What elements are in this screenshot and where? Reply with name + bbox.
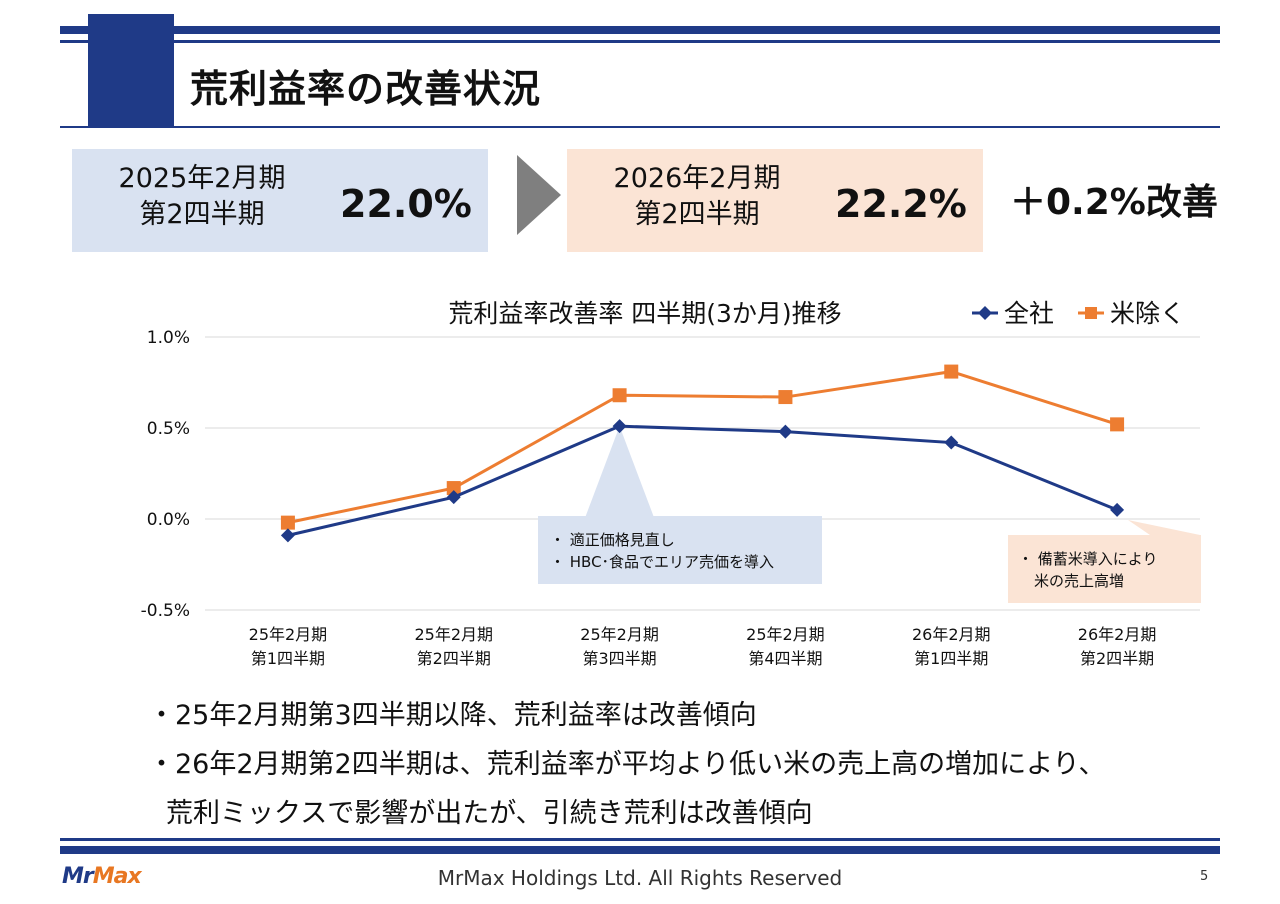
x-tick-label: 第3四半期	[582, 649, 656, 668]
data-point-diamond	[778, 424, 793, 439]
bullet-1: ・25年2月期第3四半期以降、荒利益率は改善傾向	[148, 700, 757, 731]
before-value: 22.0%	[340, 182, 472, 226]
after-value: 22.2%	[835, 182, 967, 226]
callout-box-pricing	[538, 516, 822, 584]
data-point-square	[1110, 417, 1125, 432]
footer-thin-bar	[60, 838, 1220, 841]
y-tick-label: -0.5%	[141, 601, 190, 621]
chart-legend: 全社 米除く	[972, 299, 1185, 328]
callout-pointer	[584, 426, 655, 519]
callout-text: 米の売上高増	[1034, 572, 1124, 590]
x-tick-label: 25年2月期	[580, 625, 659, 644]
title-accent-block	[88, 14, 174, 128]
y-tick-label: 1.0%	[147, 328, 190, 348]
data-point-square	[944, 364, 959, 379]
header-top-bar	[60, 26, 1220, 34]
x-tick-label: 25年2月期	[746, 625, 825, 644]
data-point-square	[612, 388, 627, 403]
data-point-diamond	[612, 419, 627, 434]
x-tick-label: 26年2月期	[912, 625, 991, 644]
comparison-before-box: 2025年2月期 第2四半期 22.0%	[72, 149, 488, 252]
data-point-diamond	[280, 528, 295, 543]
after-period-line2: 第2四半期	[634, 199, 760, 230]
y-tick-label: 0.0%	[147, 510, 190, 530]
header-top-thin-bar	[60, 40, 1220, 43]
footer-bar	[60, 846, 1220, 854]
x-tick-label: 第2四半期	[417, 649, 491, 668]
x-tick-label: 26年2月期	[1078, 625, 1157, 644]
header-underline	[60, 126, 1220, 128]
bullet-2: ・26年2月期第2四半期は、荒利益率が平均より低い米の売上高の増加により、	[148, 749, 1106, 780]
x-tick-label: 第1四半期	[914, 649, 988, 668]
series-line-0	[287, 424, 1118, 537]
data-point-diamond	[944, 435, 959, 450]
x-tick-label: 第4四半期	[748, 649, 822, 668]
logo-part1: Mr	[62, 864, 94, 889]
callout-text: ・ 適正価格見直し	[550, 531, 675, 549]
before-period-line2: 第2四半期	[139, 199, 265, 230]
data-point-diamond	[1110, 502, 1125, 517]
data-point-square	[446, 481, 461, 496]
series-line-1	[287, 370, 1118, 525]
callout-text: ・ HBC･食品でエリア売価を導入	[550, 553, 774, 571]
copyright: MrMax Holdings Ltd. All Rights Reserved	[437, 866, 843, 890]
page-title: 荒利益率の改善状況	[190, 67, 542, 111]
data-point-square	[280, 515, 295, 530]
y-tick-label: 0.5%	[147, 419, 190, 439]
arrow-right-icon	[517, 155, 561, 235]
legend-label: 全社	[1004, 299, 1054, 328]
data-point-diamond	[446, 490, 461, 505]
chart-title: 荒利益率改善率 四半期(3か月)推移	[448, 299, 841, 328]
bullet-2-continued: 荒利ミックスで影響が出たが、引続き荒利は改善傾向	[166, 798, 813, 829]
x-tick-label: 25年2月期	[249, 625, 328, 644]
callout-box-rice	[1008, 535, 1201, 603]
gross-margin-chart: 荒利益率改善率 四半期(3か月)推移 全社 米除く 1.0% 0.5% 0.0% -0.…	[141, 299, 1201, 668]
x-tick-label: 第1四半期	[251, 649, 325, 668]
legend-marker	[978, 306, 992, 320]
after-period-line1: 2026年2月期	[613, 163, 781, 194]
x-tick-label: 25年2月期	[414, 625, 493, 644]
legend-marker	[1085, 307, 1097, 319]
improvement-label: ＋0.2%改善	[1010, 182, 1218, 223]
data-point-square	[778, 390, 793, 405]
x-tick-label: 第2四半期	[1080, 649, 1154, 668]
page-number: 5	[1200, 869, 1209, 884]
callout-text: ・ 備蓄米導入により	[1018, 550, 1157, 568]
callout-pointer	[1128, 520, 1200, 535]
mrmax-logo: MrMax	[62, 864, 142, 889]
legend-label: 米除く	[1110, 299, 1185, 328]
before-period-line1: 2025年2月期	[118, 163, 286, 194]
logo-part2: Max	[92, 864, 142, 889]
comparison-after-box: 2026年2月期 第2四半期 22.2%	[567, 149, 983, 252]
